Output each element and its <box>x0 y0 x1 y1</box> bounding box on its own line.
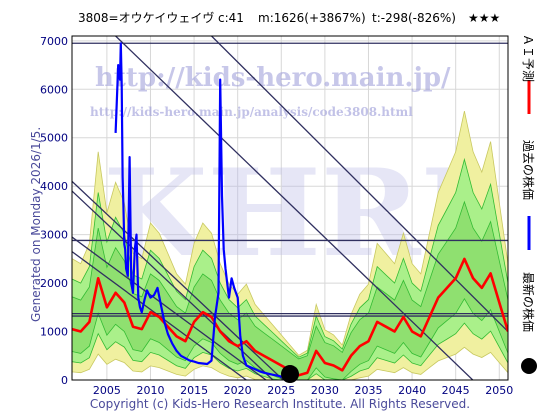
header-trend: t:-298(-826%) <box>372 11 456 25</box>
y-tick-label: 4000 <box>40 180 68 193</box>
trend-line <box>211 36 508 333</box>
y-tick-label: 2000 <box>40 277 68 290</box>
latest-price-marker <box>281 365 299 384</box>
x-tick-label: 2040 <box>398 384 426 397</box>
trend-line <box>72 251 248 380</box>
plot-content: KHRIhttp://kids-hero.main.jp/http://kids… <box>72 36 508 380</box>
header-code-name: 3808=オウケイウェイヴ <box>78 10 214 25</box>
header-stars: ★★★ <box>468 11 500 25</box>
watermark-url-analysis: http://kids-hero.main.jp/analysis/code38… <box>90 105 413 119</box>
watermark-url: http://kids-hero.main.jp/ <box>95 63 451 93</box>
past-price-line <box>114 42 291 380</box>
x-tick-label: 2030 <box>311 384 339 397</box>
legend-forecast-label: ＡＩ予測 <box>521 34 535 82</box>
copyright: Copyright (c) Kids-Hero Research Institu… <box>90 397 470 411</box>
legend-latest-label: 最新の株価 <box>521 272 536 332</box>
trend-line <box>72 190 274 380</box>
plot-frame <box>71 35 509 381</box>
y-tick-label: 3000 <box>40 229 68 242</box>
x-tick-label: 2035 <box>354 384 382 397</box>
header-current: c:41 <box>218 11 244 25</box>
x-tick-label: 2050 <box>485 384 513 397</box>
generated-date: Generated on Monday 2026/1/5. <box>29 127 43 322</box>
x-tick-label: 2020 <box>224 384 252 397</box>
x-tick-label: 2015 <box>180 384 208 397</box>
trend-line <box>72 180 285 380</box>
y-tick-label: 7000 <box>40 35 68 48</box>
trend-line <box>115 36 474 380</box>
legend: ＡＩ予測 過去の株価 最新の株価 <box>521 34 537 374</box>
forecast-band-core <box>72 200 508 380</box>
y-tick-label: 6000 <box>40 83 68 96</box>
header-max: m:1626(+3867%) <box>258 11 366 25</box>
plot-area: KHRIhttp://kids-hero.main.jp/http://kids… <box>40 35 513 397</box>
legend-latest-marker <box>521 358 537 374</box>
x-tick-label: 2045 <box>442 384 470 397</box>
trend-line <box>72 236 268 380</box>
y-tick-label: 1000 <box>40 326 68 339</box>
y-tick-label: 0 <box>61 374 68 387</box>
legend-past-label: 過去の株価 <box>521 140 536 200</box>
y-tick-label: 5000 <box>40 132 68 145</box>
x-tick-label: 2025 <box>267 384 295 397</box>
x-tick-label: 2010 <box>136 384 164 397</box>
x-tick-label: 2005 <box>93 384 121 397</box>
